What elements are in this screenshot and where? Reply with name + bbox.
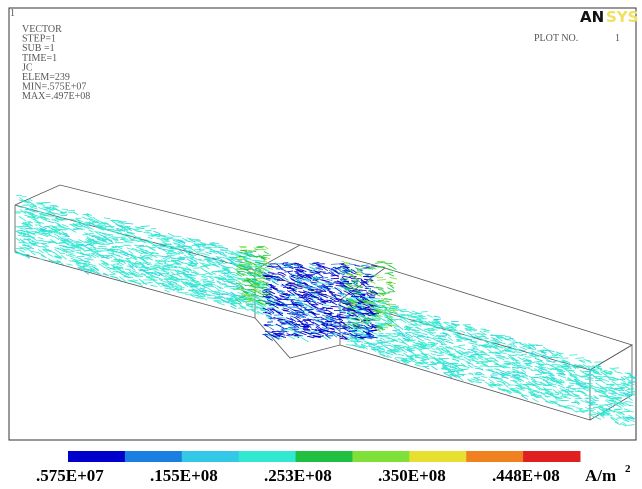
vector xyxy=(327,283,334,284)
vector xyxy=(158,261,167,262)
window-number: 1 xyxy=(10,8,15,19)
info-line: MAX=.497E+08 xyxy=(22,91,90,102)
legend: .575E+07 .155E+08 .253E+08 .350E+08 .448E+08… xyxy=(36,451,631,485)
vector xyxy=(314,317,322,318)
legend-swatch xyxy=(409,451,466,462)
vector xyxy=(508,348,515,349)
vector xyxy=(595,378,603,379)
vector xyxy=(91,253,98,254)
vector xyxy=(415,319,421,320)
vector xyxy=(286,335,294,336)
vector xyxy=(161,256,169,257)
logo-faint: SYS xyxy=(606,8,638,26)
vector xyxy=(553,382,562,383)
vector xyxy=(247,273,255,274)
vector xyxy=(575,398,582,399)
legend-swatch xyxy=(182,451,239,462)
vector xyxy=(408,329,416,330)
legend-swatch xyxy=(296,451,353,462)
frame xyxy=(9,8,636,440)
vector xyxy=(598,406,604,407)
vector xyxy=(627,411,634,412)
legend-swatch xyxy=(68,451,125,462)
vector xyxy=(203,294,210,295)
vector xyxy=(508,372,517,373)
vector xyxy=(369,344,374,345)
vector xyxy=(198,289,205,290)
legend-unit-exponent: 2 xyxy=(625,463,631,475)
vector xyxy=(257,249,266,250)
vector xyxy=(240,247,247,248)
legend-unit: A/m xyxy=(585,466,616,485)
legend-swatch xyxy=(466,451,523,462)
vector xyxy=(268,273,275,274)
vector xyxy=(73,247,81,248)
legend-label: .350E+08 xyxy=(378,466,446,485)
vector xyxy=(204,257,210,258)
vector xyxy=(381,336,386,337)
legend-swatch xyxy=(125,451,182,462)
vector xyxy=(629,382,636,383)
vector xyxy=(280,285,288,286)
vector xyxy=(423,362,428,363)
vector xyxy=(531,395,538,396)
logo: AN xyxy=(580,8,604,26)
vector xyxy=(87,260,93,261)
vector xyxy=(77,248,83,249)
vector xyxy=(113,272,118,273)
vector xyxy=(239,246,246,247)
vector xyxy=(257,271,264,272)
plot-label: PLOT NO. xyxy=(534,33,578,44)
vector-plot: 1 AN SYS PLOT NO. 1 .575E+07 .155E+08 .253… xyxy=(0,0,642,489)
vector xyxy=(336,283,344,284)
vector xyxy=(304,301,311,302)
legend-swatch xyxy=(523,451,580,462)
vector xyxy=(331,264,339,265)
vector xyxy=(588,405,594,406)
vector xyxy=(390,306,396,307)
legend-label: .575E+07 xyxy=(36,466,104,485)
vector xyxy=(532,377,539,378)
vector xyxy=(295,328,303,329)
vector xyxy=(410,355,418,356)
vector xyxy=(511,342,517,343)
vector xyxy=(436,328,441,329)
legend-swatch xyxy=(352,451,409,462)
vector xyxy=(378,290,383,291)
vector xyxy=(49,242,54,243)
legend-swatch xyxy=(239,451,296,462)
legend-label: .155E+08 xyxy=(150,466,218,485)
legend-label: .448E+08 xyxy=(492,466,560,485)
vector xyxy=(401,315,410,316)
plot-number: 1 xyxy=(615,33,620,44)
legend-label: .253E+08 xyxy=(264,466,332,485)
vector xyxy=(237,271,245,272)
